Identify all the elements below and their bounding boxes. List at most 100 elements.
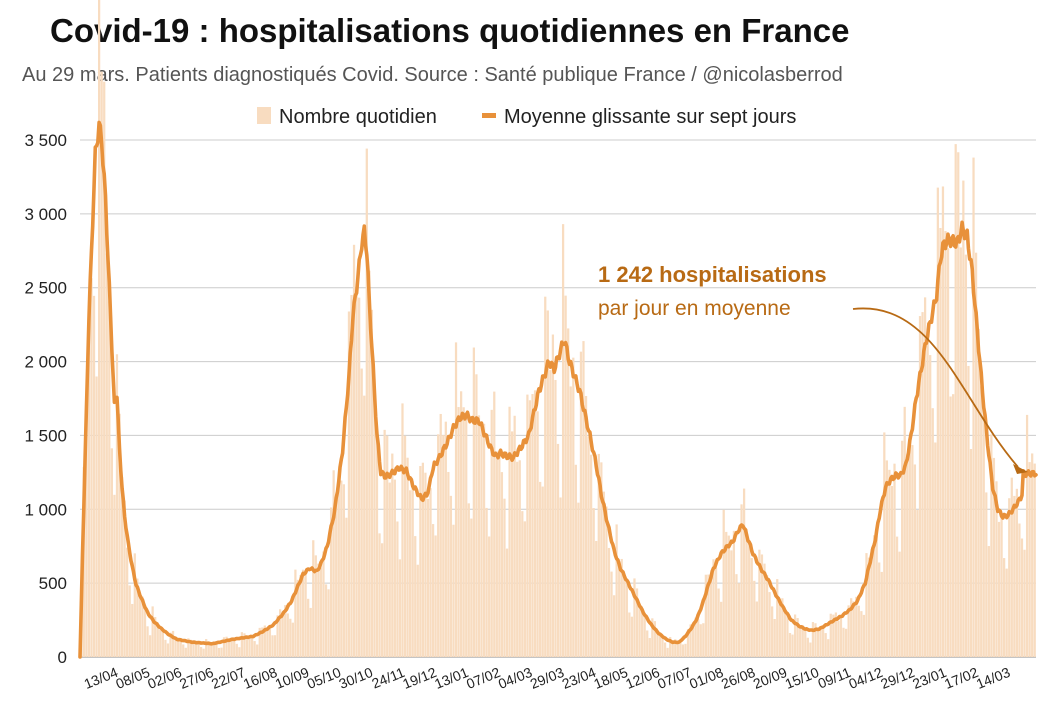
daily-bar [141,596,144,657]
daily-bar [791,634,794,657]
daily-bar [704,574,707,657]
daily-bar [732,530,736,657]
daily-bar [189,639,193,657]
daily-bar [671,640,674,657]
daily-bar [95,376,98,657]
daily-bar [620,558,623,657]
daily-bar [133,553,136,657]
daily-bar [462,407,465,657]
daily-bar [355,289,358,657]
daily-bar [699,624,702,657]
daily-bar [518,460,521,657]
daily-bar [674,639,677,657]
daily-bar [449,495,453,657]
daily-bar [1010,477,1013,657]
daily-bar [870,549,873,657]
daily-bar [523,521,526,657]
daily-bar [350,294,353,657]
daily-bar [867,557,871,657]
daily-bar [837,621,840,657]
daily-bar [258,627,261,657]
daily-bar [212,643,215,657]
daily-bar [666,647,669,657]
daily-bar [635,588,639,657]
daily-bar [1020,538,1024,657]
x-axis: 13/0408/0502/0627/0622/0716/0810/0905/10… [82,664,1013,692]
daily-bar [467,503,470,657]
daily-bar [250,636,254,657]
daily-bar [623,573,626,657]
daily-bar [207,642,210,657]
daily-bar [679,641,682,657]
daily-bar [482,423,486,657]
daily-bar [931,408,934,657]
daily-bar [658,634,662,657]
daily-bar [131,603,134,657]
daily-bar [712,559,715,657]
daily-bar [480,427,483,657]
daily-bar [980,386,983,657]
daily-bar [103,81,106,657]
daily-bar [220,647,223,657]
daily-bar [768,592,771,657]
daily-bar [638,605,641,657]
daily-bar [498,450,501,657]
daily-bar [414,536,417,657]
daily-bar [87,322,91,657]
daily-bar [872,535,876,657]
daily-bar [248,637,251,657]
daily-bar [750,557,753,657]
daily-bar [281,611,284,657]
daily-bar [862,614,866,657]
daily-bar [243,633,246,657]
daily-bar [595,540,598,657]
daily-bar [771,606,774,657]
daily-bar [92,295,96,657]
daily-bar [324,584,328,657]
daily-bar [500,472,504,657]
daily-bar [714,567,718,657]
daily-bar [883,432,886,657]
daily-bar [296,579,300,657]
daily-bar [694,617,697,657]
daily-bar [490,409,493,657]
daily-bar [763,563,766,657]
daily-bar [419,466,422,657]
daily-bar [263,625,266,657]
daily-bar [174,637,177,657]
daily-bar [375,439,379,657]
daily-bar [656,631,659,657]
daily-bar [936,187,939,657]
y-axis: 0 500 1 000 1 500 2 000 2 500 3 000 3 500 [24,131,67,667]
daily-bar [411,481,414,657]
daily-bar [245,635,249,657]
daily-bar [587,436,590,657]
daily-bar [974,252,978,657]
daily-bar [949,396,952,657]
daily-bar [582,341,585,657]
chart-subtitle: Au 29 mars. Patients diagnostiqués Covid… [22,64,843,86]
daily-bar [806,637,809,657]
daily-bar [113,494,116,657]
daily-bar [702,623,705,657]
daily-bar [202,648,205,657]
daily-bar [299,575,302,657]
daily-bar [684,643,687,657]
daily-bar [401,403,404,657]
daily-bar [475,374,478,657]
daily-bar [342,484,345,657]
daily-bar [225,636,228,657]
daily-bar [253,641,256,657]
daily-bar [378,533,381,657]
daily-bar [100,71,103,657]
daily-bar [97,0,101,657]
daily-bar [957,152,960,657]
daily-bar [977,328,980,657]
daily-bar [383,429,386,657]
daily-bar [388,482,391,657]
daily-bar [985,492,988,657]
daily-bar [301,569,305,657]
daily-bar [651,618,654,657]
daily-bar [184,647,187,657]
daily-bar [85,397,88,657]
